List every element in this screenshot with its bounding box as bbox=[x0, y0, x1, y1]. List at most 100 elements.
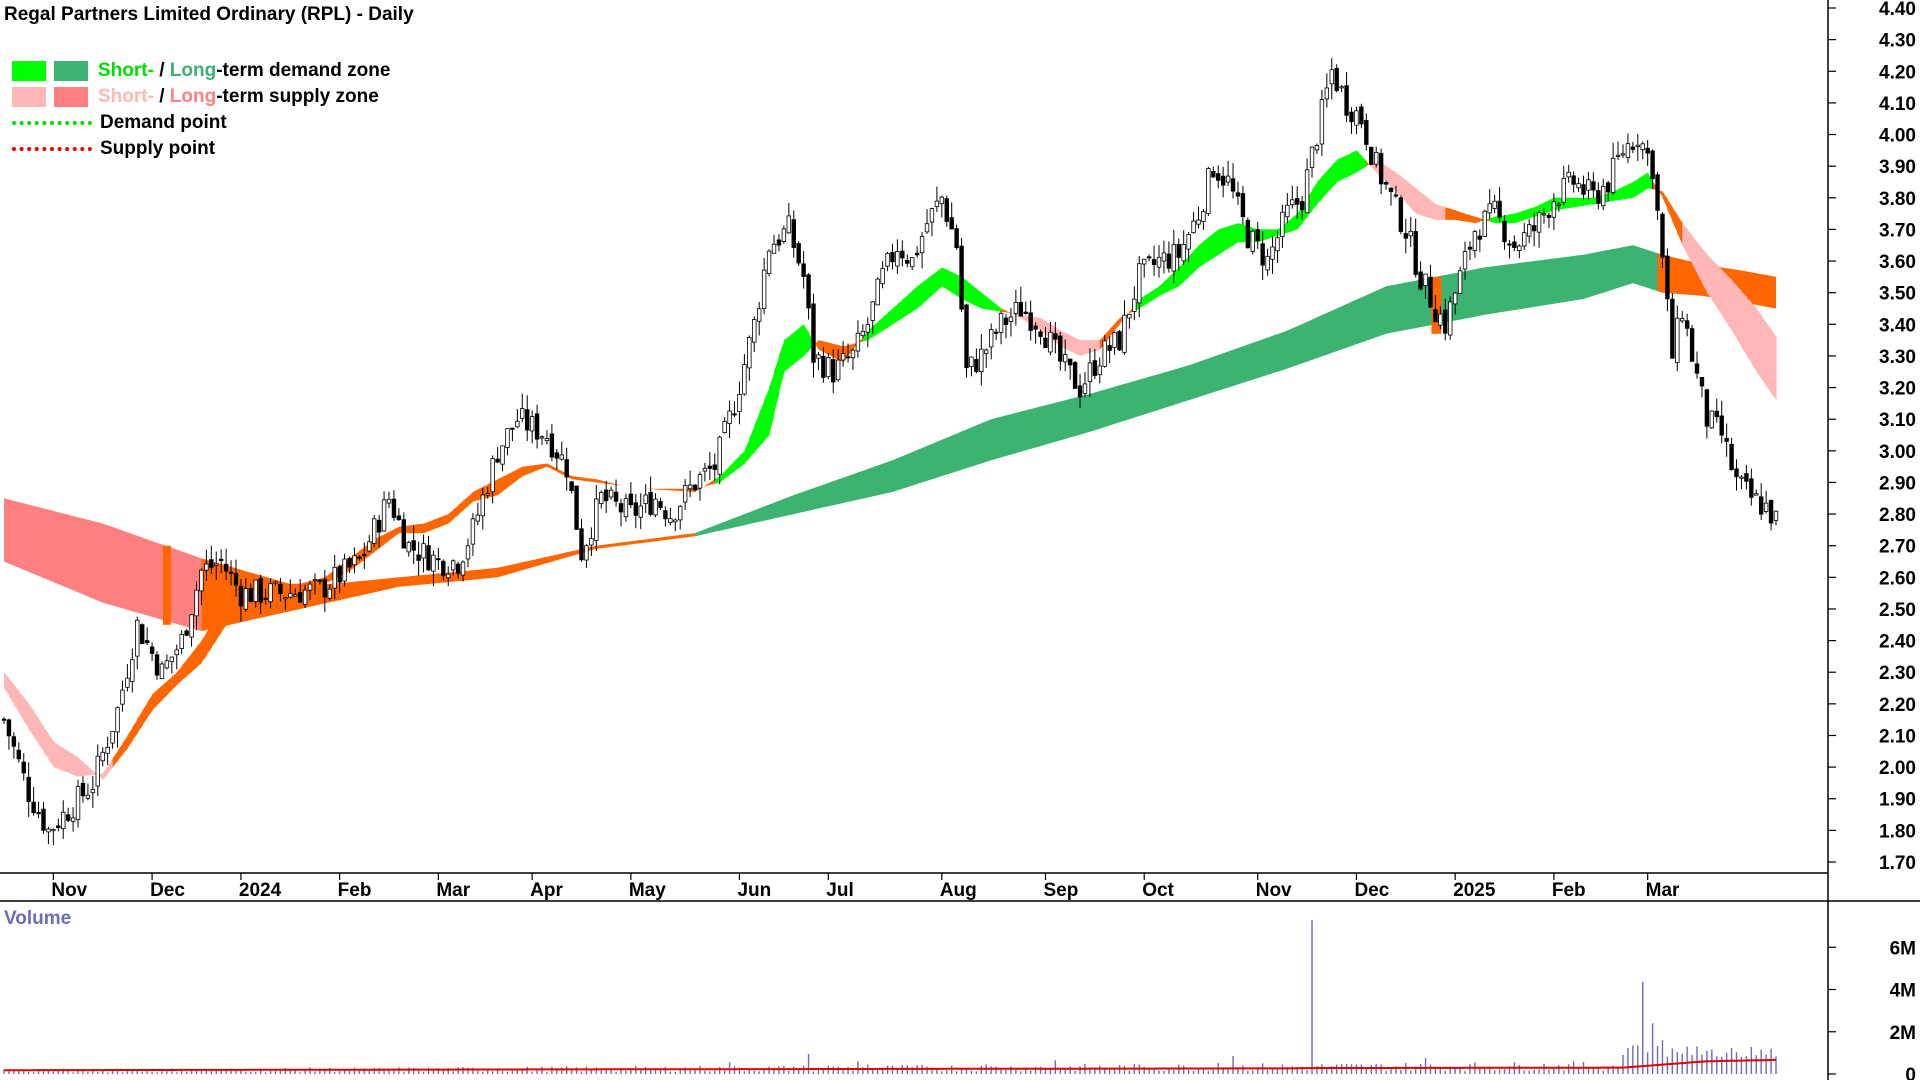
candle-up bbox=[826, 357, 831, 378]
candle-down bbox=[258, 578, 263, 603]
short-term-zone-segment bbox=[714, 476, 721, 484]
candle-up bbox=[194, 589, 199, 617]
candle-up bbox=[697, 474, 703, 489]
legend-supply-long-text: Long bbox=[169, 86, 217, 107]
short-term-zone-segment bbox=[78, 757, 84, 777]
candle-up bbox=[105, 746, 110, 754]
candle-down bbox=[1477, 235, 1483, 240]
candle-down bbox=[1107, 345, 1112, 351]
short-term-zone-segment bbox=[1771, 329, 1777, 401]
candle-up bbox=[485, 493, 490, 496]
candle-up bbox=[1522, 232, 1527, 247]
long-zone-marker bbox=[162, 545, 171, 625]
short-term-zone-segment bbox=[1075, 337, 1081, 356]
short-term-zone-segment bbox=[433, 517, 439, 530]
candle-up bbox=[1304, 169, 1310, 214]
short-term-zone-segment bbox=[1400, 176, 1407, 203]
short-term-zone-segment bbox=[191, 646, 198, 672]
short-term-zone-segment bbox=[882, 312, 889, 331]
candle-up bbox=[189, 614, 194, 638]
candle-up bbox=[243, 588, 249, 610]
short-term-zone-segment bbox=[147, 694, 153, 718]
short-term-zone-segment bbox=[1529, 207, 1535, 219]
candle-down bbox=[31, 801, 36, 814]
price-tick-label: 3.80 bbox=[1879, 189, 1916, 210]
candle-up bbox=[283, 597, 288, 600]
candle-down bbox=[1151, 259, 1157, 266]
candle-up bbox=[1601, 186, 1606, 207]
short-term-zone-segment bbox=[764, 387, 770, 441]
candle-down bbox=[1211, 171, 1216, 178]
price-tick-label: 2.00 bbox=[1879, 758, 1916, 779]
short-term-zone-segment bbox=[527, 465, 533, 475]
short-term-zone-segment bbox=[58, 745, 64, 771]
short-term-zone-segment bbox=[1070, 335, 1076, 354]
candle-up bbox=[599, 492, 604, 504]
candle-up bbox=[623, 498, 629, 518]
candle-up bbox=[1324, 87, 1330, 100]
candle-down bbox=[1220, 175, 1226, 186]
short-term-zone-segment bbox=[1104, 329, 1111, 344]
candle-up bbox=[1191, 220, 1196, 234]
candle-up bbox=[1329, 69, 1334, 85]
short-term-zone-segment bbox=[142, 702, 148, 726]
short-term-zone-segment bbox=[1297, 205, 1303, 230]
price-tick-label: 2.60 bbox=[1879, 568, 1916, 589]
short-term-zone-segment bbox=[1455, 210, 1461, 221]
short-term-zone-segment bbox=[428, 519, 434, 532]
short-term-zone-segment bbox=[981, 292, 987, 310]
candle-down bbox=[416, 554, 421, 561]
price-tick-label: 1.90 bbox=[1879, 790, 1916, 811]
candle-down bbox=[993, 331, 999, 334]
candle-up bbox=[742, 364, 747, 395]
candle-up bbox=[678, 505, 683, 521]
candle-down bbox=[613, 491, 619, 502]
short-term-zone-segment bbox=[1662, 191, 1668, 210]
candle-up bbox=[529, 416, 535, 432]
candle-up bbox=[835, 359, 841, 381]
short-term-zone-segment bbox=[1731, 280, 1738, 339]
short-term-zone-segment bbox=[1346, 152, 1353, 178]
candle-down bbox=[322, 578, 328, 598]
short-term-zone-segment bbox=[1751, 302, 1757, 372]
candle-up bbox=[1620, 153, 1626, 156]
candle-up bbox=[470, 518, 476, 545]
candle-down bbox=[618, 503, 624, 513]
long-term-demand-zone bbox=[695, 245, 1658, 537]
candle-down bbox=[347, 558, 352, 568]
candle-down bbox=[233, 573, 239, 586]
short-term-zone-segment bbox=[966, 280, 972, 304]
short-term-zone-segment bbox=[616, 484, 622, 486]
candle-up bbox=[490, 458, 495, 493]
candle-down bbox=[776, 239, 782, 246]
candle-up bbox=[1270, 246, 1275, 260]
short-term-zone-segment bbox=[438, 516, 444, 528]
short-term-zone-segment bbox=[285, 583, 291, 594]
short-term-zone-segment bbox=[828, 342, 834, 358]
short-term-zone-segment bbox=[621, 485, 627, 487]
short-term-zone-segment bbox=[1697, 242, 1703, 284]
candle-up bbox=[1087, 362, 1093, 383]
short-term-zone-segment bbox=[8, 678, 15, 705]
price-tick-label: 1.70 bbox=[1879, 853, 1916, 874]
candle-up bbox=[85, 794, 91, 799]
candle-down bbox=[796, 243, 801, 264]
short-term-zone-segment bbox=[754, 412, 760, 453]
short-term-zone-segment bbox=[739, 450, 745, 468]
candle-down bbox=[534, 413, 540, 440]
short-term-zone-segment bbox=[571, 476, 578, 480]
candle-up bbox=[594, 498, 599, 541]
candle-down bbox=[1546, 214, 1552, 218]
short-term-zone-segment bbox=[798, 324, 805, 360]
short-term-zone-segment bbox=[759, 400, 765, 447]
short-term-zone-segment bbox=[650, 488, 657, 490]
candle-down bbox=[1393, 194, 1399, 197]
price-tick-label: 3.40 bbox=[1879, 315, 1916, 336]
candle-up bbox=[1285, 204, 1290, 218]
legend-supply-sep: / bbox=[153, 86, 170, 107]
short-term-zone-segment bbox=[1188, 250, 1195, 277]
short-term-zone-segment bbox=[724, 466, 731, 479]
candle-down bbox=[1235, 192, 1241, 197]
candle-down bbox=[1630, 146, 1636, 150]
candle-up bbox=[673, 519, 678, 523]
